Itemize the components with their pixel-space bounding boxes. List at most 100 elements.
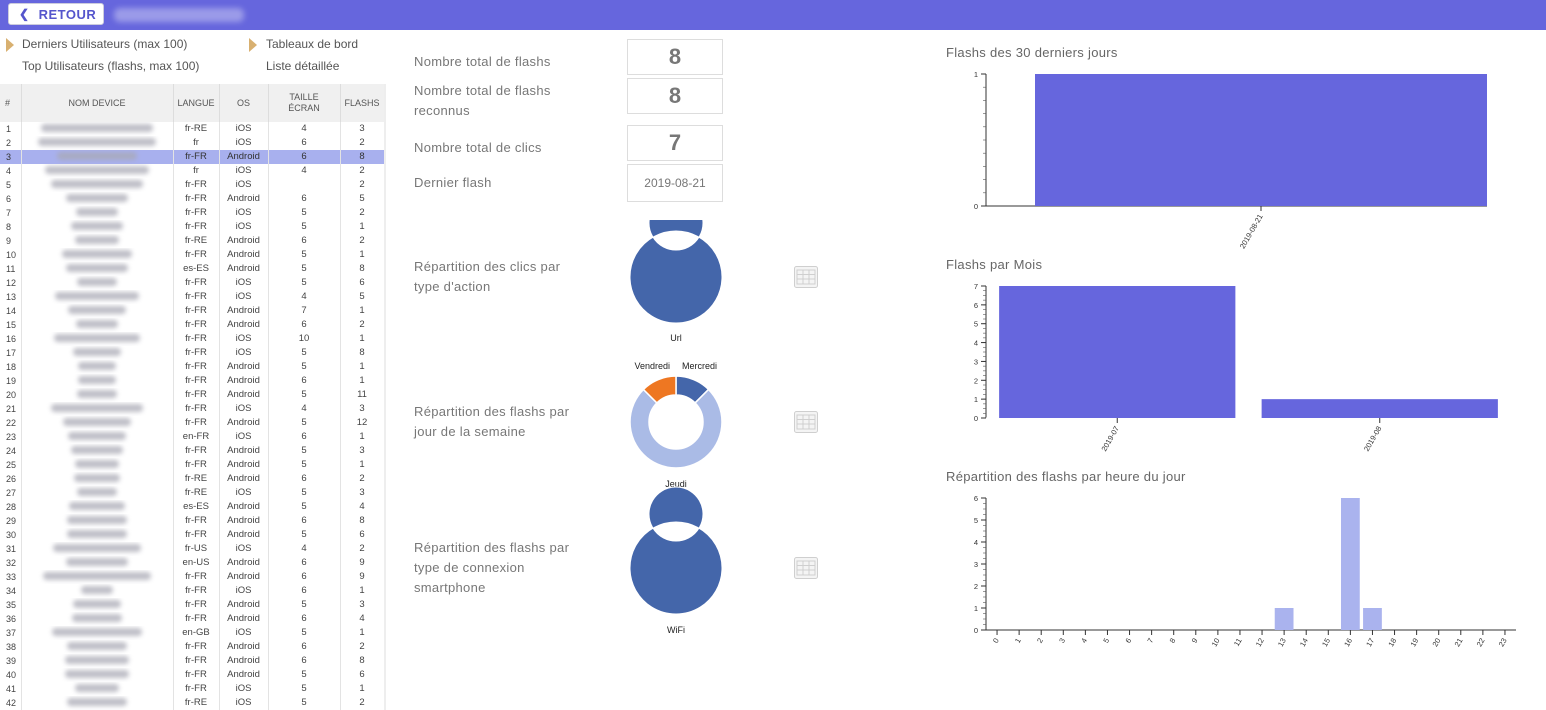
cell-device-name [21,276,174,290]
col-header-index[interactable]: # [0,84,22,122]
cell-device-name [21,248,174,262]
table-row[interactable]: 32 en-US Android 6 9 [0,556,385,570]
cell-index: 30 [0,528,22,542]
table-row[interactable]: 23 en-FR iOS 6 1 [0,430,385,444]
cell-flashs: 1 [340,584,385,598]
x-tick-label: 2019-08 [1362,425,1384,453]
cell-device-name [21,192,174,206]
table-row[interactable]: 7 fr-FR iOS 5 2 [0,206,385,220]
table-row[interactable]: 5 fr-FR iOS 2 [0,178,385,192]
cell-index: 11 [0,262,22,276]
cell-index: 29 [0,514,22,528]
table-row[interactable]: 37 en-GB iOS 5 1 [0,626,385,640]
bar[interactable] [1340,498,1360,630]
nav-detailed-list[interactable]: Liste détaillée [266,59,340,73]
table-row[interactable]: 16 fr-FR iOS 10 1 [0,332,385,346]
cell-index: 24 [0,444,22,458]
bar[interactable] [1274,608,1294,630]
table-row[interactable]: 6 fr-FR Android 6 5 [0,192,385,206]
cell-os: Android [219,360,269,374]
cell-screen-size: 5 [268,276,341,290]
x-tick-label: 3 [1057,637,1067,645]
cell-index: 28 [0,500,22,514]
table-row[interactable]: 40 fr-FR Android 5 6 [0,668,385,682]
table-row[interactable]: 8 fr-FR iOS 5 1 [0,220,385,234]
bar[interactable] [1035,74,1487,206]
col-header-screen-size[interactable]: TAILLE ÉCRAN [268,84,341,122]
cell-flashs: 1 [340,682,385,696]
table-row[interactable]: 39 fr-FR Android 6 8 [0,654,385,668]
table-row[interactable]: 35 fr-FR Android 5 3 [0,598,385,612]
last-flash-label: Dernier flash [414,175,492,190]
table-row[interactable]: 31 fr-US iOS 4 2 [0,542,385,556]
table-row[interactable]: 26 fr-RE Android 6 2 [0,472,385,486]
table-row[interactable]: 30 fr-FR Android 5 6 [0,528,385,542]
nav-top-users[interactable]: Top Utilisateurs (flashs, max 100) [22,59,200,73]
table-row[interactable]: 34 fr-FR iOS 6 1 [0,584,385,598]
table-row[interactable]: 25 fr-FR Android 5 1 [0,458,385,472]
col-header-language[interactable]: LANGUE [173,84,220,122]
table-row[interactable]: 1 fr-RE iOS 4 3 [0,122,385,136]
redacted-device-name [76,208,118,217]
table-row[interactable]: 36 fr-FR Android 6 4 [0,612,385,626]
page-title-redacted [114,8,244,22]
table-row[interactable]: 33 fr-FR Android 6 9 [0,570,385,584]
redacted-device-name [68,306,126,315]
bar[interactable] [1363,608,1382,630]
table-row[interactable]: 11 es-ES Android 5 8 [0,262,385,276]
table-row[interactable]: 27 fr-RE iOS 5 3 [0,486,385,500]
cell-os: Android [219,234,269,248]
table-row[interactable]: 41 fr-FR iOS 5 1 [0,682,385,696]
table-row[interactable]: 19 fr-FR Android 6 1 [0,374,385,388]
nav-dashboards[interactable]: Tableaux de bord [266,37,359,51]
col-header-device[interactable]: NOM DEVICE [21,84,174,122]
donut-slice-jeudi[interactable] [629,388,723,469]
cell-flashs: 6 [340,276,385,290]
table-row[interactable]: 15 fr-FR Android 6 2 [0,318,385,332]
table-row[interactable]: 24 fr-FR Android 5 3 [0,444,385,458]
cell-device-name [21,598,174,612]
table-row[interactable]: 22 fr-FR Android 5 12 [0,416,385,430]
table-row[interactable]: 3 fr-FR Android 6 8 [0,150,385,164]
table-row[interactable]: 29 fr-FR Android 6 8 [0,514,385,528]
redacted-device-name [77,278,117,287]
col-header-flashs[interactable]: FLASHS [340,84,385,122]
cell-index: 40 [0,668,22,682]
table-row[interactable]: 9 fr-RE Android 6 2 [0,234,385,248]
bar[interactable] [1261,399,1498,418]
donut-label-wifi: WiFi [667,625,685,635]
table-row[interactable]: 17 fr-FR iOS 5 8 [0,346,385,360]
table-view-icon[interactable] [794,557,818,579]
table-row[interactable]: 2 fr iOS 6 2 [0,136,385,150]
redacted-device-name [43,572,151,581]
bar[interactable] [999,286,1236,418]
col-header-os[interactable]: OS [219,84,269,122]
table-row[interactable]: 13 fr-FR iOS 4 5 [0,290,385,304]
table-row[interactable]: 4 fr iOS 4 2 [0,164,385,178]
redacted-device-name [68,432,126,441]
table-row[interactable]: 14 fr-FR Android 7 1 [0,304,385,318]
cell-screen-size [268,178,341,192]
table-row[interactable]: 42 fr-RE iOS 5 2 [0,696,385,710]
cell-device-name [21,570,174,584]
back-button[interactable]: ❮ RETOUR [8,3,104,25]
donut-slice-vendredi[interactable] [642,375,677,404]
cell-screen-size: 6 [268,514,341,528]
table-row[interactable]: 20 fr-FR Android 5 11 [0,388,385,402]
table-view-icon[interactable] [794,411,818,433]
cell-device-name [21,318,174,332]
table-row[interactable]: 21 fr-FR iOS 4 3 [0,402,385,416]
x-tick-label: 7 [1145,637,1155,645]
table-row[interactable]: 12 fr-FR iOS 5 6 [0,276,385,290]
x-tick-label: 2019-07 [1099,425,1121,453]
table-scrollbar-track[interactable] [384,84,386,710]
table-row[interactable]: 38 fr-FR Android 6 2 [0,640,385,654]
table-view-icon[interactable] [794,266,818,288]
table-row[interactable]: 18 fr-FR Android 5 1 [0,360,385,374]
nav-last-users[interactable]: Derniers Utilisateurs (max 100) [22,37,188,51]
cell-flashs: 8 [340,514,385,528]
table-row[interactable]: 10 fr-FR Android 5 1 [0,248,385,262]
donut-slice-url[interactable] [629,220,723,324]
table-row[interactable]: 28 es-ES Android 5 4 [0,500,385,514]
donut-slice-wifi[interactable] [629,486,723,615]
